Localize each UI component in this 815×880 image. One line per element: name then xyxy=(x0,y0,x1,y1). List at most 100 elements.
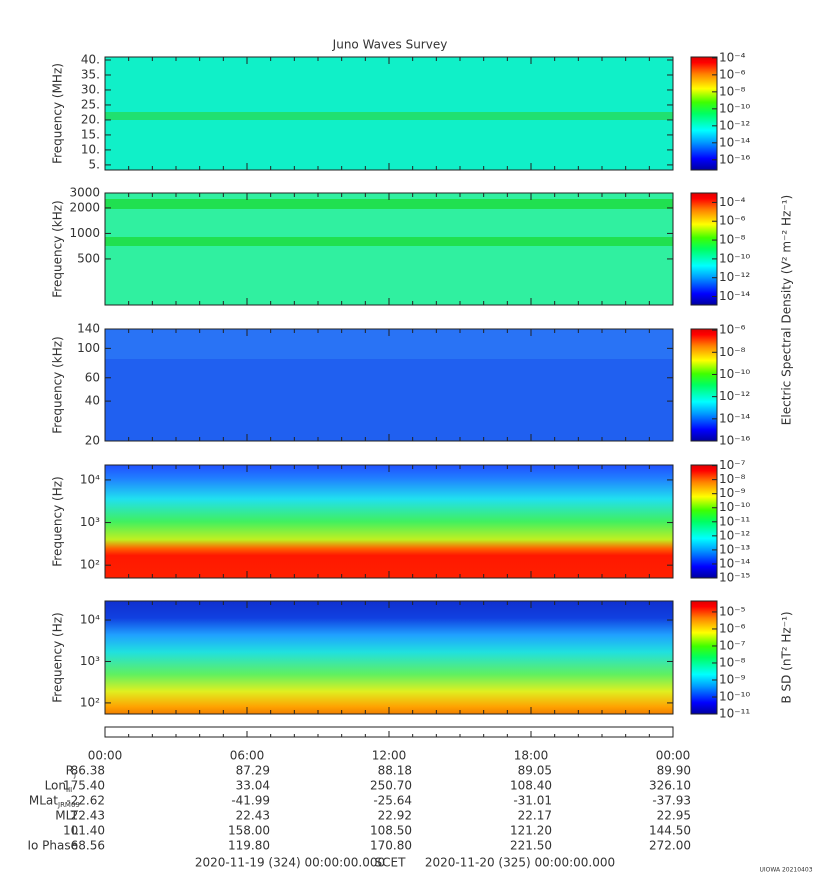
colorbar-tick-label: 10⁻¹⁰ xyxy=(719,500,750,514)
colorbar-tick-label: 10⁻¹² xyxy=(719,528,750,542)
y-axis-label: Frequency (MHz) xyxy=(51,63,65,164)
ephemeris-value: 175.40 xyxy=(63,779,105,793)
y-axis-label: Frequency (Hz) xyxy=(51,612,65,703)
colorbar-tick-label: 10⁻¹³ xyxy=(719,542,750,556)
ephemeris-value: 22.17 xyxy=(518,809,552,823)
ephemeris-value: 88.18 xyxy=(378,764,412,778)
row-label: R xyxy=(66,764,74,778)
colorbar-tick-label: 10⁻⁶ xyxy=(719,323,746,337)
colorbar-tick-label: 10⁻⁷ xyxy=(719,638,746,652)
time-label: 06:00 xyxy=(230,749,265,763)
y-axis-label: Frequency (kHz) xyxy=(51,200,65,297)
ephemeris-value: -41.99 xyxy=(231,794,270,808)
footer: 2020-11-19 (324) 00:00:00.000 SCET 2020-… xyxy=(195,856,813,874)
ephemeris-value: 272.00 xyxy=(649,839,691,853)
colorbar-label: Electric Spectral Density (V² m⁻² Hz⁻¹) xyxy=(780,195,794,425)
ephemeris-value: 221.50 xyxy=(510,839,552,853)
y-tick-label: 20 xyxy=(85,434,100,448)
ephemeris-value: 121.20 xyxy=(510,824,552,838)
row-label: MLat xyxy=(29,794,58,808)
y-axis-label: Frequency (kHz) xyxy=(51,336,65,433)
ephemeris-value: -31.01 xyxy=(513,794,552,808)
figure-title: Juno Waves Survey xyxy=(332,38,448,52)
colorbar-tick-label: 10⁻¹⁰ xyxy=(719,251,750,265)
colorbar-tick-label: 10⁻⁴ xyxy=(719,195,746,209)
time-label: 12:00 xyxy=(372,749,407,763)
y-tick-label: 10² xyxy=(80,695,100,709)
row-label: L xyxy=(71,824,78,838)
scet-label: SCET xyxy=(375,856,407,870)
y-tick-label: 15. xyxy=(81,127,100,141)
ephemeris-value: 170.80 xyxy=(370,839,412,853)
row-label: Lon xyxy=(45,779,66,793)
ephemeris-value: 86.38 xyxy=(71,764,105,778)
ephemeris-value: 68.56 xyxy=(71,839,105,853)
colorbar-tick-label: 10⁻⁶ xyxy=(719,67,746,81)
colorbar-tick-label: 10⁻⁷ xyxy=(719,458,746,472)
y-tick-label: 10³ xyxy=(80,515,100,529)
row-label-sub: III xyxy=(66,786,72,794)
colorbar-tick-label: 10⁻¹² xyxy=(719,118,750,132)
y-tick-label: 35. xyxy=(81,67,100,81)
colorbar-tick-label: 10⁻⁹ xyxy=(719,672,746,686)
colorbar-tick-label: 10⁻¹⁵ xyxy=(719,571,750,585)
ephemeris-value: 87.29 xyxy=(236,764,270,778)
colorbar-tick-label: 10⁻¹⁴ xyxy=(719,289,750,303)
ephemeris-value: 22.95 xyxy=(657,809,691,823)
row-label-sub: J xyxy=(73,771,76,779)
ephemeris-value: -22.62 xyxy=(66,794,105,808)
ephemeris-value: 22.43 xyxy=(71,809,105,823)
colorbar-tick-label: 10⁻¹⁴ xyxy=(719,556,750,570)
y-tick-label: 500 xyxy=(77,251,100,265)
colorbar-label: B SD (nT² Hz⁻¹) xyxy=(780,611,794,703)
colorbar xyxy=(690,600,718,715)
colorbar-tick-label: 10⁻⁸ xyxy=(719,472,746,486)
y-tick-label: 10⁴ xyxy=(80,613,100,627)
y-tick-label: 30. xyxy=(81,82,100,96)
colorbar-tick-label: 10⁻¹² xyxy=(719,389,750,403)
y-tick-label: 40 xyxy=(85,394,100,408)
colorbar-tick-label: 10⁻¹² xyxy=(719,270,750,284)
colorbar xyxy=(690,328,718,442)
y-tick-label: 20. xyxy=(81,112,100,126)
ephemeris-value: 108.40 xyxy=(510,779,552,793)
y-tick-label: 10⁴ xyxy=(80,472,100,486)
ephemeris-value: 22.92 xyxy=(378,809,412,823)
colorbar-tick-label: 10⁻⁸ xyxy=(719,345,746,359)
y-tick-label: 1000 xyxy=(69,226,100,240)
ephemeris-value: -25.64 xyxy=(373,794,412,808)
colorbar-tick-label: 10⁻¹¹ xyxy=(719,514,750,528)
colorbar-tick-label: 10⁻⁶ xyxy=(719,621,746,635)
colorbar-tick-label: 10⁻¹⁴ xyxy=(719,411,750,425)
colorbar-tick-label: 10⁻⁸ xyxy=(719,233,746,247)
ephemeris-value: 33.04 xyxy=(236,779,270,793)
colorbar-tick-label: 10⁻⁹ xyxy=(719,486,746,500)
ephemeris-value: 108.50 xyxy=(370,824,412,838)
y-tick-label: 10² xyxy=(80,558,100,572)
ephemeris-value: 158.00 xyxy=(228,824,270,838)
time-label: 18:00 xyxy=(514,749,549,763)
colorbar-tick-label: 10⁻¹¹ xyxy=(719,707,750,721)
stamp: UIOWA 20210403 xyxy=(759,867,812,874)
colorbar xyxy=(690,56,718,171)
colorbar-tick-label: 10⁻¹⁰ xyxy=(719,689,750,703)
ephemeris-value: 326.10 xyxy=(649,779,691,793)
y-tick-label: 3000 xyxy=(69,186,100,200)
y-tick-label: 40. xyxy=(81,52,100,66)
row-label: Io Phase xyxy=(27,839,78,853)
y-tick-label: 25. xyxy=(81,97,100,111)
colorbar-tick-label: 10⁻¹⁶ xyxy=(719,434,750,448)
ephemeris-value: 22.43 xyxy=(236,809,270,823)
colorbar xyxy=(690,192,718,306)
row-label: MLT xyxy=(55,809,78,823)
y-tick-label: 100 xyxy=(77,341,100,355)
ephemeris-value: 89.05 xyxy=(518,764,552,778)
y-tick-label: 2000 xyxy=(69,200,100,214)
ephemeris-value: 101.40 xyxy=(63,824,105,838)
y-tick-label: 5. xyxy=(89,157,100,171)
y-tick-label: 10³ xyxy=(80,654,100,668)
start-time: 2020-11-19 (324) 00:00:00.000 xyxy=(195,856,385,870)
row-label-sub: JRM09 xyxy=(57,801,80,809)
colorbar-tick-label: 10⁻¹⁰ xyxy=(719,367,750,381)
